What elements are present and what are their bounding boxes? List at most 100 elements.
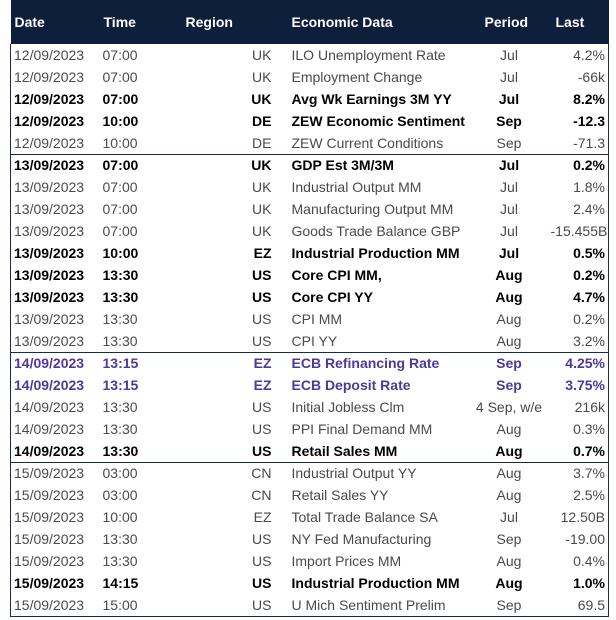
cell-period: Jul — [500, 179, 518, 195]
cell-date: 15/09/2023 — [10, 528, 100, 550]
cell-region: CN — [167, 461, 288, 484]
cell-economic-data: Industrial Output MM — [291, 179, 422, 195]
cell-time: 13:30 — [102, 311, 138, 327]
table-row: 13/09/2023 13:30 US CPI MM Aug 0.2% — [10, 308, 609, 330]
table-row: 12/09/2023 07:00 UK ILO Unemployment Rate Ju… — [10, 44, 609, 66]
cell-last: 2.5% — [547, 484, 609, 506]
cell-region: US — [252, 267, 272, 283]
cell-date: 15/09/2023 — [10, 572, 100, 594]
economic-calendar-table: Date Time Region Economic Data Period La… — [10, 0, 609, 617]
cell-last: 0.3% — [547, 418, 609, 440]
cell-period: Sep — [470, 594, 548, 617]
cell-economic-data: Total Trade Balance SA — [291, 509, 438, 525]
cell-region: CN — [251, 487, 272, 503]
cell-time: 10:00 — [102, 245, 139, 261]
table-row: 13/09/2023 13:30 US Core CPI MM, Aug 0.2% — [10, 264, 609, 286]
header-time: Time — [103, 14, 136, 30]
cell-date: 12/09/2023 — [10, 44, 100, 66]
table-row: 13/09/2023 07:00 UK GDP Est 3M/3M Jul 0.2% — [10, 153, 609, 176]
cell-economic-data: Industrial Output YY — [287, 461, 471, 484]
cell-period: Sep — [496, 113, 522, 129]
cell-region: EZ — [253, 509, 272, 525]
cell-economic-data: ECB Refinancing Rate — [287, 351, 471, 374]
table-row: 15/09/2023 10:00 EZ Total Trade Balance SA J… — [10, 506, 609, 528]
cell-date: 13/09/2023 — [10, 153, 100, 176]
cell-last: -15.455B — [547, 220, 609, 242]
cell-last: 3.2% — [547, 330, 609, 352]
cell-last: 4.7% — [547, 286, 609, 308]
cell-last: 0.5% — [547, 242, 609, 264]
table-row: 13/09/2023 07:00 UK Manufacturing Output MM… — [10, 198, 609, 220]
cell-time: 14:15 — [102, 575, 139, 591]
cell-region: US — [252, 399, 272, 415]
cell-last: 0.2% — [547, 264, 609, 286]
cell-date: 15/09/2023 — [10, 484, 100, 506]
cell-date: 15/09/2023 — [10, 461, 100, 484]
cell-time: 07:00 — [102, 47, 138, 63]
cell-time: 03:00 — [102, 487, 138, 503]
cell-period: Jul — [500, 201, 518, 217]
cell-period: Aug — [495, 289, 523, 305]
cell-time: 07:00 — [99, 153, 168, 176]
table-header-row: Date Time Region Economic Data Period La… — [10, 0, 609, 44]
cell-last: 1.0% — [547, 572, 609, 594]
cell-region: US — [252, 442, 272, 459]
cell-period: 4 Sep, w/e — [475, 399, 543, 415]
cell-time: 10:00 — [102, 509, 138, 525]
table-row: 14/09/2023 13:30 US Initial Jobless Clm 4 Se… — [10, 396, 609, 418]
cell-period: Jul — [498, 245, 520, 261]
cell-economic-data: ECB Deposit Rate — [291, 377, 411, 393]
table-row: 14/09/2023 13:30 US Retail Sales MM Aug 0.7% — [10, 440, 609, 462]
cell-date: 13/09/2023 — [10, 242, 100, 264]
cell-time: 13:30 — [102, 421, 138, 437]
cell-date: 15/09/2023 — [10, 594, 100, 617]
cell-time: 10:00 — [102, 134, 138, 151]
cell-region: UK — [252, 69, 272, 85]
cell-economic-data: CPI MM — [291, 311, 343, 327]
cell-region: EZ — [167, 351, 288, 374]
table-row: 12/09/2023 07:00 UK Avg Wk Earnings 3M YY Ju… — [10, 88, 609, 110]
cell-period: Jul — [500, 47, 518, 63]
cell-time: 07:00 — [102, 201, 138, 217]
cell-economic-data: Avg Wk Earnings 3M YY — [291, 91, 452, 107]
cell-region: US — [252, 531, 272, 547]
table-row: 14/09/2023 13:15 EZ ECB Deposit Rate Sep 3.75… — [10, 374, 609, 396]
table-row: 13/09/2023 13:30 US Core CPI YY Aug 4.7% — [10, 286, 609, 308]
cell-region: UK — [167, 153, 288, 176]
cell-date: 14/09/2023 — [10, 396, 100, 418]
header-region: Region — [185, 14, 233, 30]
cell-date: 13/09/2023 — [10, 176, 100, 198]
cell-economic-data: GDP Est 3M/3M — [287, 153, 471, 176]
cell-economic-data: Industrial Production MM — [291, 575, 460, 591]
cell-economic-data: ZEW Economic Sentiment — [291, 113, 465, 129]
cell-period: Sep — [496, 531, 522, 547]
cell-last: 0.7% — [547, 440, 609, 462]
cell-date: 12/09/2023 — [10, 132, 100, 154]
cell-last: 0.2% — [547, 153, 609, 176]
cell-last: 3.7% — [547, 461, 609, 484]
cell-region: US — [252, 421, 272, 437]
cell-period: Jul — [470, 153, 548, 176]
cell-time: 13:30 — [102, 267, 139, 283]
cell-economic-data: U Mich Sentiment Prelim — [287, 594, 471, 617]
cell-time: 13:30 — [102, 553, 138, 569]
table-row: 15/09/2023 14:15 US Industrial Production M… — [10, 572, 609, 594]
cell-economic-data: ZEW Current Conditions — [291, 134, 444, 151]
cell-period: Aug — [496, 553, 522, 569]
table-row: 14/09/2023 13:30 US PPI Final Demand MM Aug 0… — [10, 418, 609, 440]
cell-date: 14/09/2023 — [10, 440, 100, 462]
cell-date: 13/09/2023 — [10, 220, 100, 242]
cell-date: 13/09/2023 — [10, 198, 100, 220]
cell-period: Sep — [470, 351, 548, 374]
cell-date: 13/09/2023 — [10, 308, 100, 330]
cell-last: 0.2% — [547, 308, 609, 330]
cell-region: EZ — [253, 245, 272, 261]
cell-region: DE — [252, 113, 272, 129]
cell-economic-data: Retail Sales YY — [291, 487, 389, 503]
cell-last: 2.4% — [547, 198, 609, 220]
cell-period: Aug — [495, 267, 523, 283]
table-row: 13/09/2023 13:30 US CPI YY Aug 3.2% — [10, 330, 609, 352]
cell-economic-data: PPI Final Demand MM — [291, 421, 433, 437]
header-economic-data: Economic Data — [291, 14, 393, 30]
